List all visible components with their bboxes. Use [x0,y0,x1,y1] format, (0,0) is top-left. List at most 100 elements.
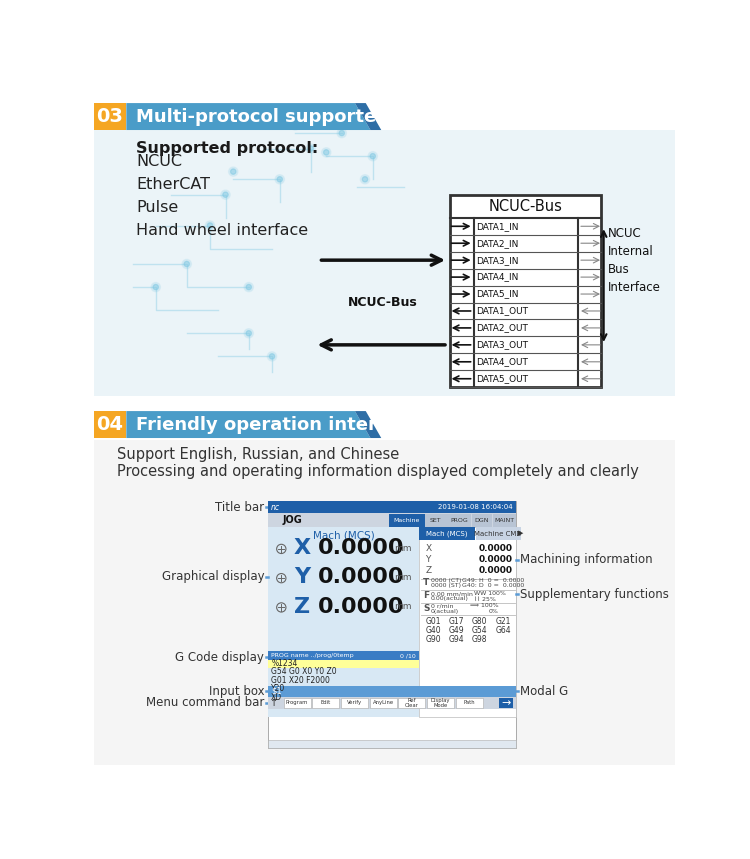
Circle shape [292,123,298,128]
Text: G54: G54 [472,626,488,635]
Circle shape [246,284,251,289]
Text: NCUC: NCUC [136,154,182,169]
Text: PROG name ../prog/0temp: PROG name ../prog/0temp [272,654,354,659]
Circle shape [337,129,346,137]
Text: Mach (MCS): Mach (MCS) [427,530,468,537]
Text: Verify: Verify [347,700,362,705]
Text: Supplementary functions: Supplementary functions [520,588,669,600]
Circle shape [269,354,274,359]
Polygon shape [355,411,381,438]
Text: Friendly operation interface: Friendly operation interface [136,416,419,434]
Circle shape [322,148,331,157]
FancyBboxPatch shape [450,195,602,387]
Text: Mach (MCS): Mach (MCS) [313,530,374,540]
Text: 0000 (CT): 0000 (CT) [430,578,461,583]
Text: 0 /10: 0 /10 [400,654,416,659]
FancyBboxPatch shape [389,515,424,527]
Text: S: S [423,604,430,612]
Text: ▶: ▶ [518,531,524,537]
Text: 0%: 0% [489,609,499,614]
FancyBboxPatch shape [446,515,471,527]
Text: Multi-protocol supported: Multi-protocol supported [136,107,388,125]
FancyBboxPatch shape [419,527,475,539]
Text: T: T [423,578,429,588]
Text: DGN: DGN [475,518,489,523]
Circle shape [151,283,160,292]
Text: DATA3_IN: DATA3_IN [476,256,519,265]
Text: G54 G0 X0 Y0 Z0: G54 G0 X0 Y0 Z0 [272,667,337,676]
Text: ⟹ 100%: ⟹ 100% [470,603,498,608]
Circle shape [207,222,213,228]
Text: F: F [423,591,429,600]
Text: Display
Mode: Display Mode [430,698,450,709]
Text: 0.0000: 0.0000 [478,566,512,575]
Text: ⌇⌇ 25%: ⌇⌇ 25% [473,596,495,601]
Polygon shape [126,103,370,130]
Circle shape [153,284,158,289]
Text: Support English, Russian, and Chinese: Support English, Russian, and Chinese [117,448,399,462]
Text: Machining information: Machining information [520,553,652,566]
Text: G64: G64 [495,626,511,635]
FancyBboxPatch shape [94,411,126,438]
FancyBboxPatch shape [493,515,516,527]
Circle shape [229,167,238,176]
Text: DATA4_OUT: DATA4_OUT [476,357,529,366]
Circle shape [308,146,314,151]
Text: Graphical display: Graphical display [162,570,264,583]
FancyBboxPatch shape [284,698,310,709]
Text: Supported protocol:: Supported protocol: [136,141,319,155]
Text: Ref
Clear: Ref Clear [405,698,418,709]
Text: 0.0000: 0.0000 [318,597,404,617]
Text: Input box: Input box [209,685,264,698]
Circle shape [184,261,190,266]
Text: DATA2_IN: DATA2_IN [476,239,519,247]
Circle shape [362,177,368,182]
FancyBboxPatch shape [472,515,492,527]
Text: 0 r/min: 0 r/min [430,603,453,608]
Circle shape [290,121,300,130]
Text: mm: mm [394,544,412,552]
Circle shape [370,154,376,159]
Text: G49: H  0 =  0.0000: G49: H 0 = 0.0000 [462,578,524,583]
Circle shape [368,151,377,161]
Text: 0.00 mm/min: 0.00 mm/min [430,591,472,596]
Text: Z: Z [294,597,310,617]
Text: NCUC-Bus: NCUC-Bus [489,198,562,214]
FancyBboxPatch shape [370,698,397,709]
FancyBboxPatch shape [268,686,419,697]
Circle shape [323,149,329,155]
Text: mm: mm [394,573,412,582]
Text: DATA1_OUT: DATA1_OUT [476,307,529,315]
Text: SET: SET [430,518,441,523]
Text: DATA3_OUT: DATA3_OUT [476,340,529,350]
Text: NCUC-Bus: NCUC-Bus [348,296,418,309]
FancyBboxPatch shape [419,527,516,716]
Text: 0000 (ST): 0000 (ST) [430,583,460,588]
Text: Edit: Edit [321,700,331,705]
FancyBboxPatch shape [476,527,520,539]
Text: NCUC
Internal
Bus
Interface: NCUC Internal Bus Interface [608,227,661,294]
Text: Y: Y [294,568,310,588]
Circle shape [267,352,277,361]
Text: DATA4_IN: DATA4_IN [476,272,519,282]
Text: PROG: PROG [450,518,468,523]
Text: 0.0000: 0.0000 [478,555,512,564]
Text: Title bar: Title bar [215,501,264,514]
Text: 2019-01-08 16:04:04: 2019-01-08 16:04:04 [439,504,513,510]
FancyBboxPatch shape [419,686,516,697]
Text: G94: G94 [448,636,464,644]
Text: ↑: ↑ [270,698,278,708]
Text: G40: G40 [425,626,441,635]
Text: Program: Program [286,700,308,705]
Circle shape [223,192,228,198]
Circle shape [360,174,370,184]
Circle shape [246,331,251,336]
Text: G40: D  0 =  0.0000: G40: D 0 = 0.0000 [462,583,524,588]
FancyBboxPatch shape [268,650,419,661]
Text: EtherCAT: EtherCAT [136,177,210,192]
Text: Menu command bar: Menu command bar [146,697,264,710]
Circle shape [182,259,191,269]
FancyBboxPatch shape [341,698,368,709]
FancyBboxPatch shape [94,440,675,765]
Text: Y20: Y20 [272,684,286,693]
